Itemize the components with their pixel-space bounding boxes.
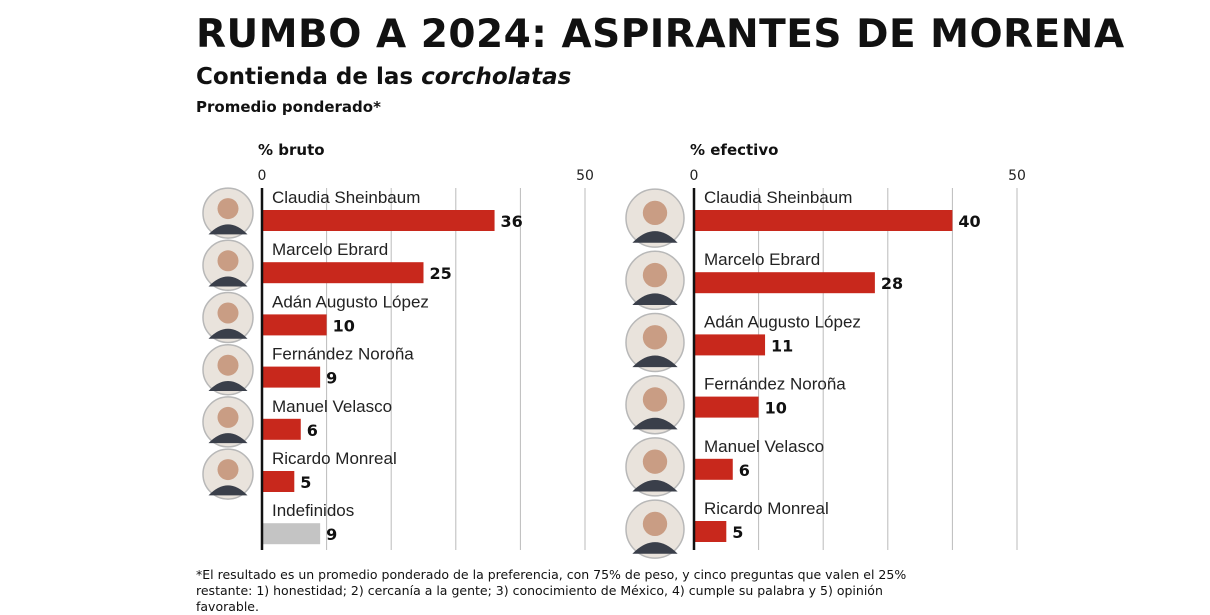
- bar: [262, 471, 294, 492]
- candidate-name: Indefinidos: [272, 501, 354, 520]
- candidate-name: Fernández Noroña: [704, 375, 846, 394]
- bar: [694, 334, 765, 355]
- bar: [262, 314, 327, 335]
- candidate-photo-face: [218, 459, 239, 480]
- candidate-photo-face: [218, 250, 239, 271]
- tick-label: 0: [690, 168, 699, 184]
- candidate-name: Ricardo Monreal: [272, 449, 397, 468]
- axis-label: % efectivo: [690, 141, 778, 159]
- candidate-photo-face: [218, 407, 239, 428]
- tick-label: 50: [1008, 168, 1026, 184]
- footnote-line-1: *El resultado es un promedio ponderado d…: [196, 567, 916, 583]
- bar: [694, 459, 733, 480]
- candidate-photo-face: [643, 450, 667, 474]
- footnote: *El resultado es un promedio ponderado d…: [196, 567, 916, 615]
- data-label: 5: [300, 473, 311, 492]
- bar: [694, 210, 952, 231]
- data-label: 11: [771, 336, 793, 355]
- data-label: 28: [881, 274, 903, 293]
- candidate-photo-face: [643, 201, 667, 225]
- data-label: 10: [333, 316, 355, 335]
- data-label: 5: [732, 523, 743, 542]
- data-label: 9: [326, 525, 337, 544]
- tick-label: 0: [258, 168, 267, 184]
- candidate-name: Adán Augusto López: [704, 312, 861, 331]
- bar: [262, 523, 320, 544]
- bar: [694, 397, 759, 418]
- candidate-photo-face: [643, 387, 667, 411]
- data-label: 36: [501, 212, 523, 231]
- bar: [262, 367, 320, 388]
- data-label: 6: [739, 461, 750, 480]
- data-label: 6: [307, 421, 318, 440]
- data-label: 10: [765, 399, 787, 418]
- candidate-photo-face: [643, 325, 667, 349]
- bar: [262, 262, 424, 283]
- candidate-name: Manuel Velasco: [272, 397, 392, 416]
- candidate-photo-face: [643, 512, 667, 536]
- bar: [694, 272, 875, 293]
- data-label: 9: [326, 369, 337, 388]
- data-label: 40: [958, 212, 980, 231]
- candidate-name: Manuel Velasco: [704, 437, 824, 456]
- candidate-name: Claudia Sheinbaum: [704, 188, 852, 207]
- candidate-name: Marcelo Ebrard: [272, 240, 388, 259]
- candidate-name: Ricardo Monreal: [704, 499, 829, 518]
- axis-label: % bruto: [258, 141, 325, 159]
- candidate-photo-face: [218, 355, 239, 376]
- candidate-photo-face: [218, 303, 239, 324]
- candidate-name: Adán Augusto López: [272, 292, 429, 311]
- candidate-name: Claudia Sheinbaum: [272, 188, 420, 207]
- candidate-name: Marcelo Ebrard: [704, 250, 820, 269]
- bar: [262, 210, 495, 231]
- bar: [262, 419, 301, 440]
- candidate-name: Fernández Noroña: [272, 345, 414, 364]
- footnote-line-2: restante: 1) honestidad; 2) cercanía a l…: [196, 583, 916, 615]
- tick-label: 50: [576, 168, 594, 184]
- bar: [694, 521, 726, 542]
- candidate-photo-face: [218, 198, 239, 219]
- candidate-photo-face: [643, 263, 667, 287]
- data-label: 25: [430, 264, 452, 283]
